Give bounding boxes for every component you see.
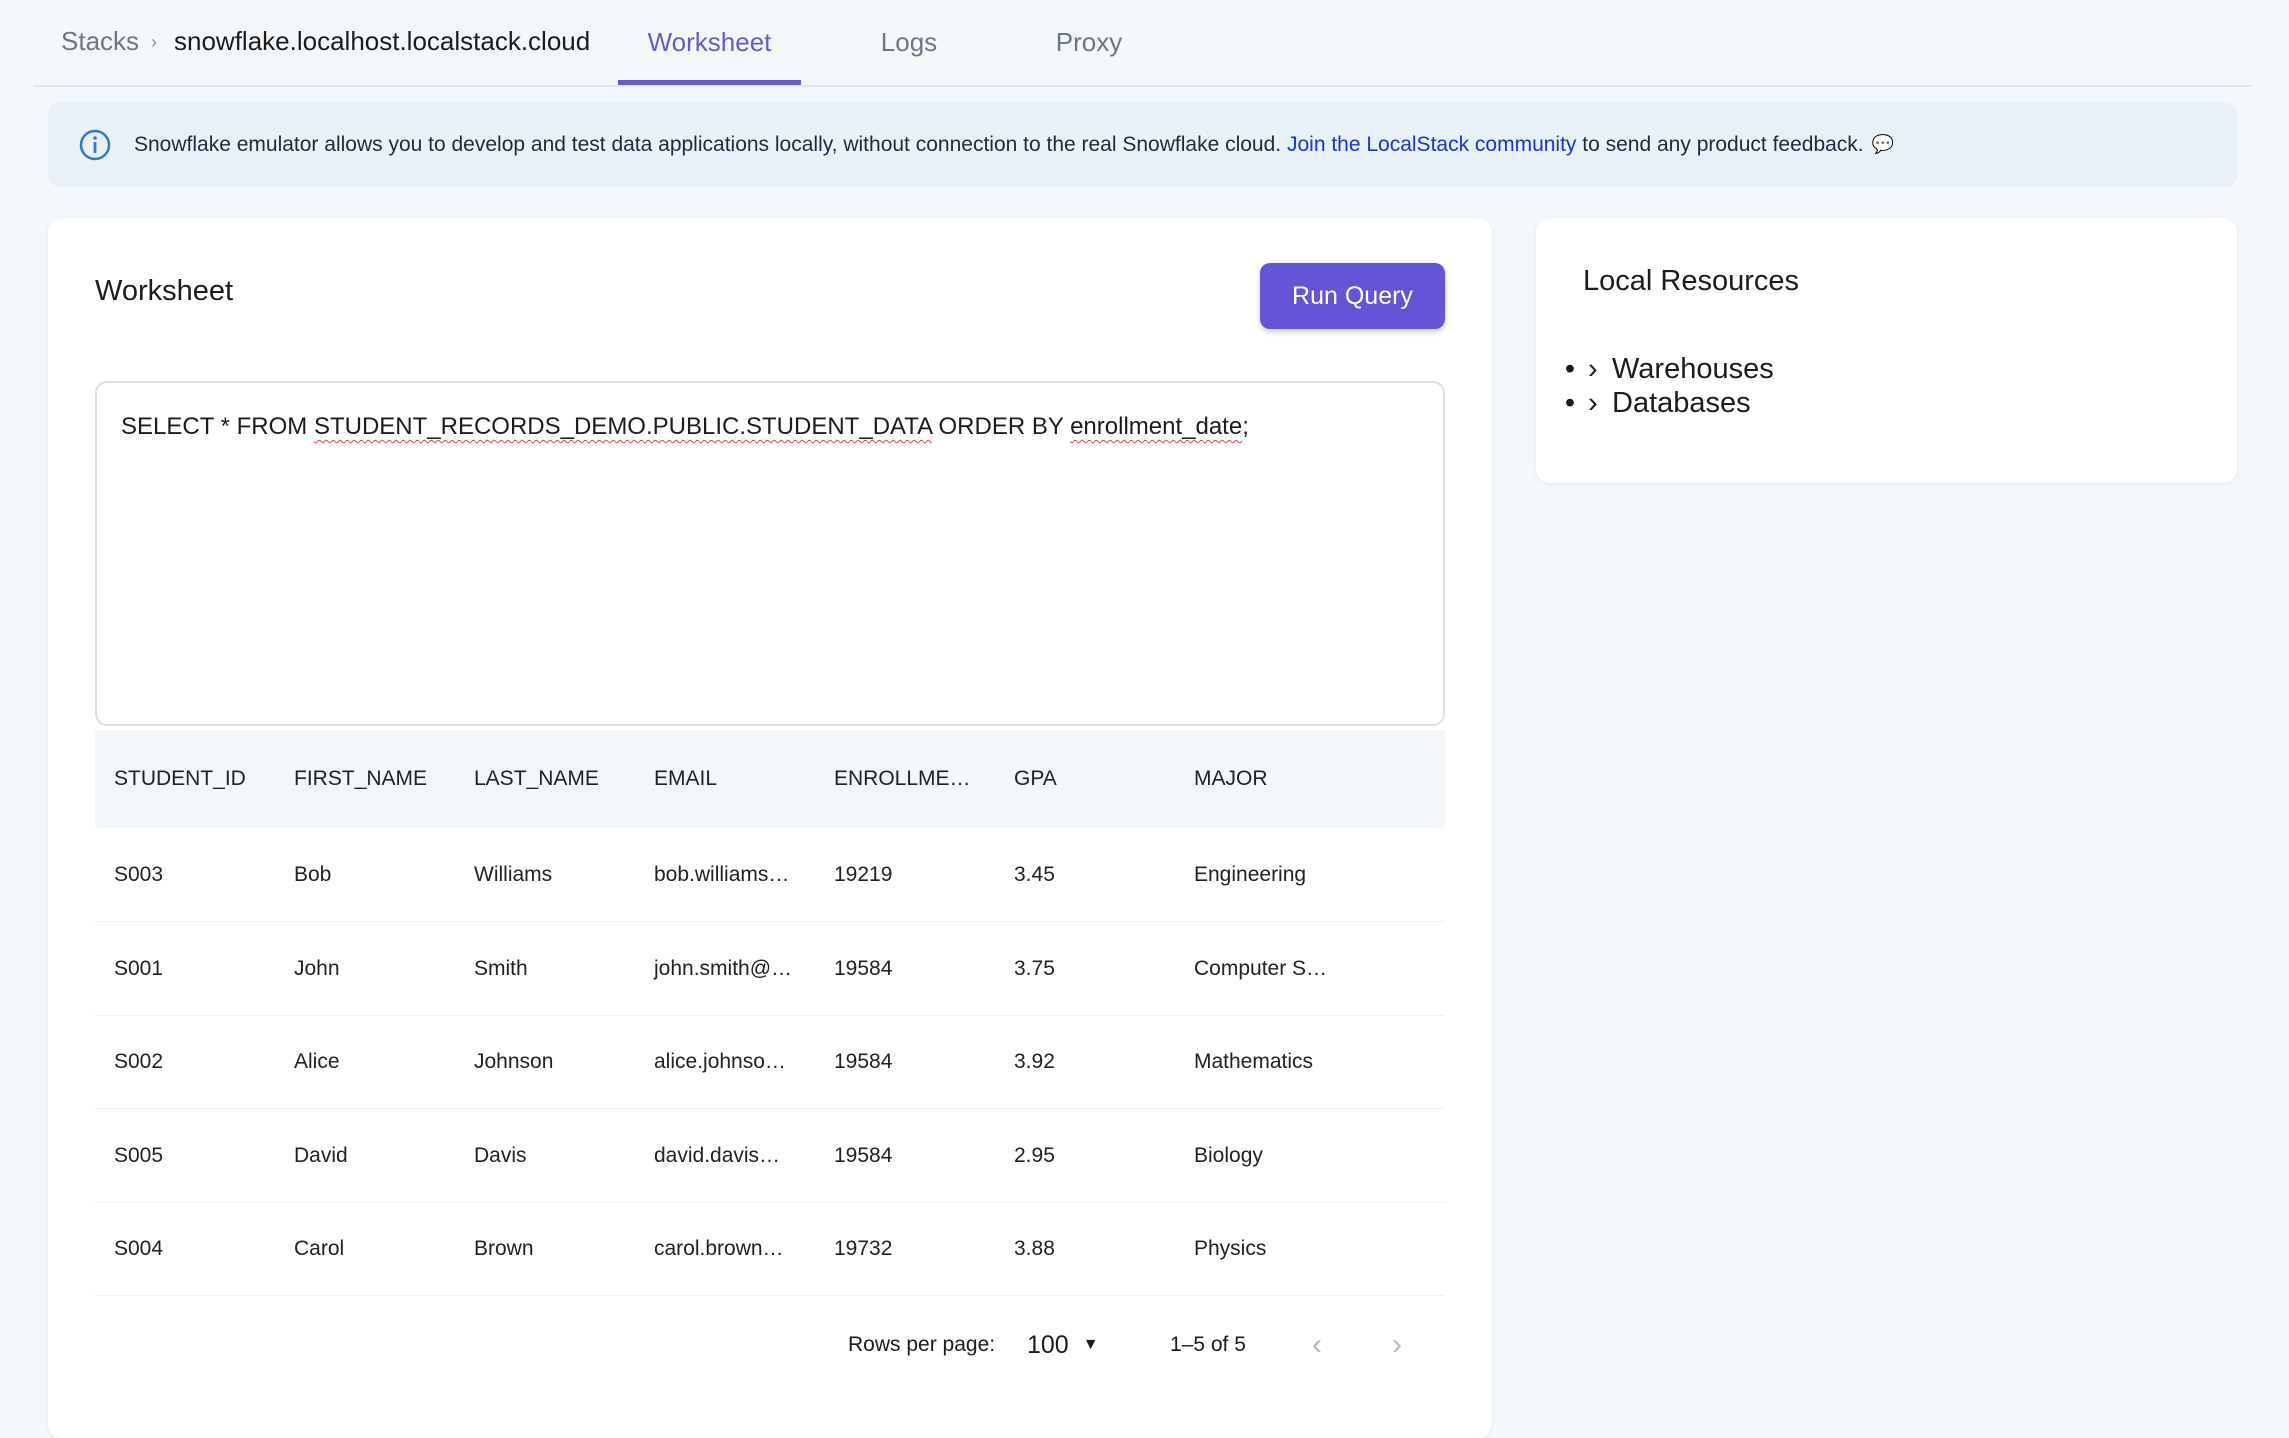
info-banner: Snowflake emulator allows you to develop… [48,102,2237,187]
table-cell: Carol [294,1237,345,1260]
query-text: ORDER BY [931,413,1071,440]
table-cell: S001 [114,956,164,980]
table-cell: Physics [1194,1237,1267,1260]
table-cell: S002 [114,1050,164,1073]
prev-page-button[interactable]: ‹ [1312,1328,1322,1361]
column-header[interactable]: LAST_NAME [474,767,599,790]
table-cell: Mathematics [1194,1050,1314,1073]
worksheet-title: Worksheet [95,275,234,307]
query-editor[interactable]: SELECT * FROM STUDENT_RECORDS_DEMO.PUBLI… [95,381,1445,726]
table-row[interactable]: S002 Alice Johnson alice.johnso… 19584 3.92 Ma… [95,1016,1445,1109]
table-cell: S003 [114,863,164,886]
pagination-range: 1–5 of 5 [1170,1333,1246,1356]
resource-warehouses[interactable]: • › Warehouses [1556,352,1774,386]
feedback-icon: 💬 [1871,134,1895,154]
table-cell: 3.92 [1014,1050,1055,1073]
rows-per-page-label: Rows per page: [848,1333,996,1356]
banner-text: Snowflake emulator allows you to develop… [134,132,1282,156]
table-cell: 3.88 [1014,1237,1055,1260]
table-cell: Brown [474,1237,534,1260]
banner-suffix: to send any product feedback. [1582,132,1864,156]
query-table: STUDENT_RECORDS_DEMO.PUBLIC.STUDENT_DATA [313,413,932,440]
table-cell: bob.williams… [654,863,790,886]
tab-worksheet[interactable]: Worksheet [618,0,801,85]
table-row[interactable]: S001 John Smith john.smith@… 19584 3.75 Comput… [95,923,1445,1016]
table-cell: carol.brown… [654,1237,784,1260]
bullet: • [1564,386,1576,419]
chevron-right-icon: › [1588,386,1598,419]
table-cell: 19584 [834,1143,893,1167]
resources-list: • › Warehouses • › Databases [1556,352,1774,420]
worksheet-card [48,218,1492,1438]
query-text: SELECT * FROM [121,413,314,440]
table-cell: john.smith@… [654,956,793,980]
table-cell: Davis [474,1143,527,1167]
table-cell: John [294,956,340,980]
table-cell: S005 [114,1143,164,1167]
breadcrumb-separator: › [151,32,157,52]
breadcrumb-stacks[interactable]: Stacks [61,26,140,56]
table-row[interactable]: S005 David Davis david.davis… 19584 2.95 Biolo… [95,1110,1445,1203]
next-page-button[interactable]: › [1392,1328,1402,1361]
table-cell: S004 [114,1237,164,1260]
query-text: ; [1242,413,1249,440]
table-row[interactable]: S003 Bob Williams bob.williams… 19219 3.45 Eng… [95,829,1445,922]
table-cell: alice.johnso… [654,1050,786,1073]
column-header[interactable]: GPA [1014,767,1057,790]
caret-down-icon: ▼ [1082,1336,1099,1353]
community-link[interactable]: Join the LocalStack community [1286,132,1577,156]
table-cell: Williams [474,863,553,886]
table-cell: 3.45 [1014,863,1055,886]
column-header[interactable]: STUDENT_ID [114,767,246,790]
table-cell: 19219 [834,863,893,886]
resource-label: Warehouses [1612,352,1774,385]
query-column: enrollment_date [1070,413,1243,440]
table-cell: Engineering [1194,863,1307,886]
table-cell: Johnson [474,1050,554,1073]
table-cell: Alice [294,1050,340,1073]
table-cell: Bob [294,863,332,886]
table-row[interactable]: S004 Carol Brown carol.brown… 19732 3.88 Physi… [95,1203,1445,1296]
bullet: • [1564,352,1576,385]
table-cell: 19584 [834,956,893,980]
breadcrumb-current: snowflake.localhost.localstack.cloud [174,26,591,56]
column-header[interactable]: ENROLLME… [834,767,971,790]
info-icon [79,129,111,160]
table-cell: 2.95 [1014,1143,1055,1167]
table-cell: Computer S… [1194,956,1328,980]
table-cell: 19584 [834,1050,893,1073]
run-query-button[interactable]: Run Query [1260,263,1445,329]
resource-label: Databases [1612,386,1751,419]
results-table-header: STUDENT_ID FIRST_NAME LAST_NAME EMAIL ENROLL… [95,730,1445,828]
table-cell: david.davis… [654,1143,781,1167]
local-resources-title: Local Resources [1583,265,1799,297]
table-cell: David [294,1143,348,1167]
table-cell: Biology [1194,1143,1263,1167]
rows-per-page-select[interactable]: 100 ▼ [1027,1300,1099,1390]
table-cell: 3.75 [1014,956,1055,980]
resource-databases[interactable]: • › Databases [1556,386,1774,420]
table-cell: 19732 [834,1237,893,1260]
column-header[interactable]: MAJOR [1194,767,1268,790]
local-resources-card [1536,218,2237,483]
rows-per-page-value: 100 [1027,1330,1069,1359]
chevron-right-icon: › [1588,352,1598,385]
top-nav: Stacks › snowflake.localhost.localstack.… [34,0,2251,87]
column-header[interactable]: EMAIL [654,767,718,790]
tab-proxy[interactable]: Proxy [1055,27,1123,57]
table-cell: Smith [474,956,528,980]
column-header[interactable]: FIRST_NAME [294,767,428,790]
tab-logs[interactable]: Logs [880,27,938,57]
